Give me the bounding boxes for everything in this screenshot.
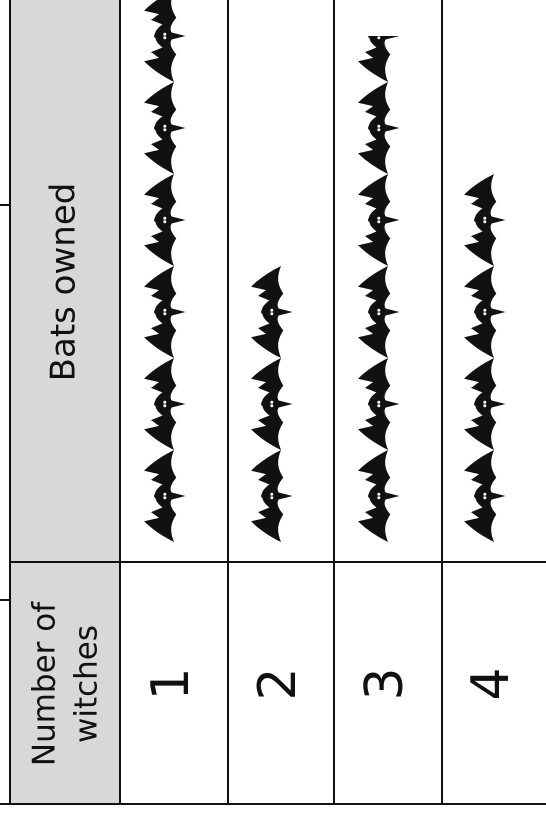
bat-icon: [251, 266, 293, 358]
bat-icon: [464, 450, 506, 542]
bat-icon: [358, 82, 400, 174]
bat-icon: [144, 358, 186, 450]
bat-icon: [358, 266, 400, 358]
bat-icon: [144, 266, 186, 358]
bat-icon: [464, 266, 506, 358]
witch-count-2: 2: [248, 667, 308, 700]
witch-count-1: 1: [141, 667, 201, 700]
witch-count-4: 4: [461, 667, 521, 700]
bat-icon: [251, 450, 293, 542]
witches-header-line1: Number of: [27, 601, 63, 766]
witches-header-line2: witches: [69, 625, 105, 743]
bat-icon: [251, 358, 293, 450]
bat-icon: [464, 358, 506, 450]
bat-icon: [358, 450, 400, 542]
rows-layer: 1 2 3 4: [141, 0, 521, 701]
bat-icon: [358, 358, 400, 450]
half-bat-icon: [358, 36, 400, 83]
bat-icon: [358, 174, 400, 266]
witch-count-3: 3: [355, 667, 415, 700]
bat-icon: [144, 0, 186, 83]
bats-owned-header: Bats owned: [44, 183, 84, 382]
bat-icon: [464, 174, 506, 266]
header-band: [10, 0, 120, 804]
bat-icon: [144, 82, 186, 174]
bat-icon: [144, 174, 186, 266]
bat-icon: [144, 450, 186, 542]
